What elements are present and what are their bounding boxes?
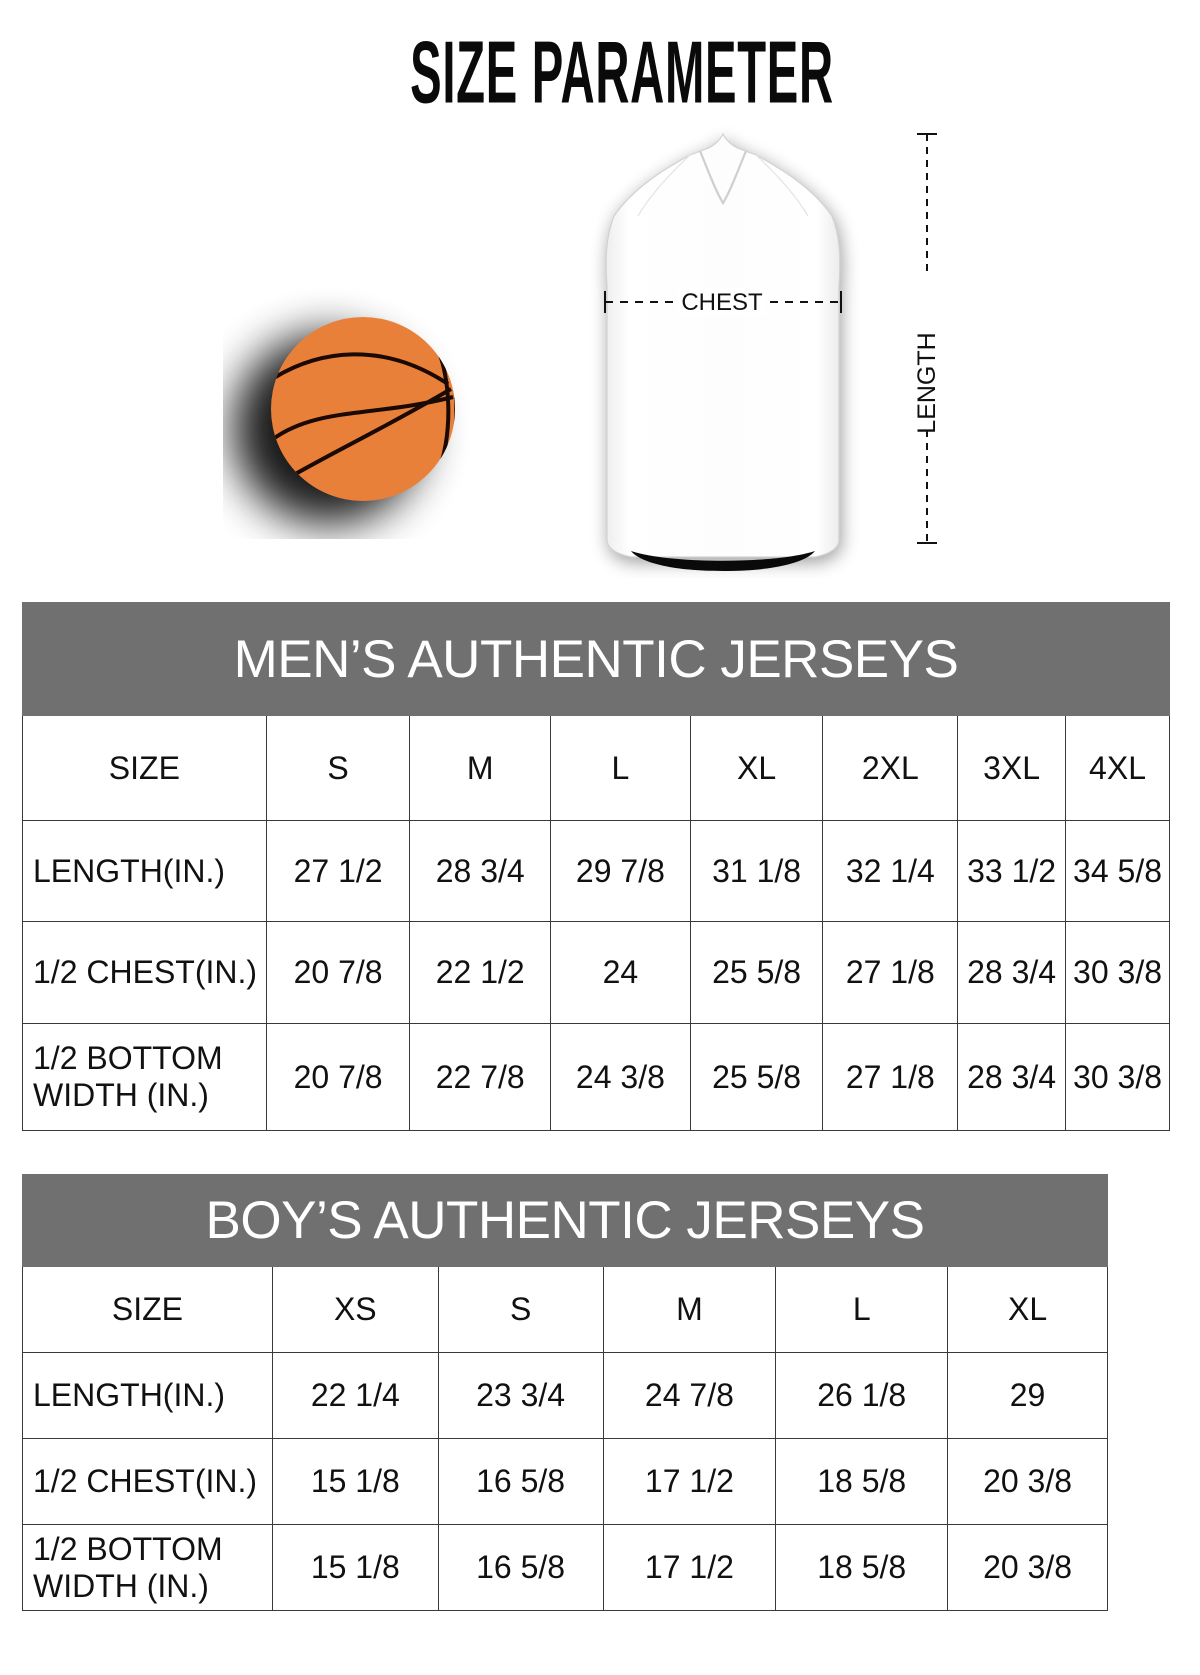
svg-text:CHEST: CHEST [681, 289, 763, 316]
svg-text:LENGTH: LENGTH [913, 332, 941, 433]
